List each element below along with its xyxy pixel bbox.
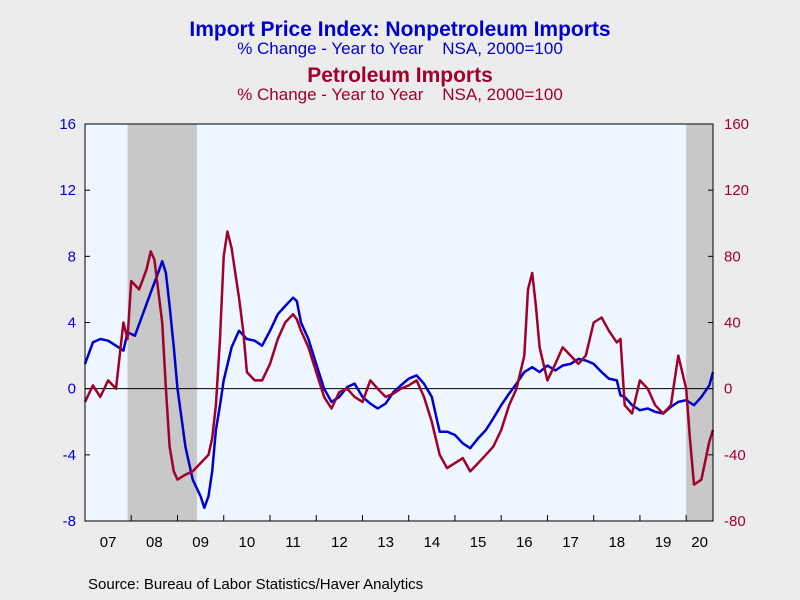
left-tick-label: 0 [68, 381, 76, 398]
plot-frame [84, 123, 714, 522]
left-tick-label: 12 [59, 182, 76, 199]
x-tick-label: 08 [146, 534, 163, 551]
x-tick-label: 15 [470, 534, 487, 551]
left-tick-label: 4 [68, 315, 76, 332]
x-tick-label: 10 [239, 534, 256, 551]
chart-subtitle-petroleum: % Change - Year to Year NSA, 2000=100 [237, 85, 563, 104]
right-tick-label: 160 [724, 116, 749, 133]
right-tick-label: 80 [724, 248, 741, 265]
left-tick-label: -4 [63, 447, 76, 464]
right-tick-label: -80 [724, 513, 746, 530]
x-tick-label: 09 [192, 534, 209, 551]
chart-title-petroleum: Petroleum Imports [307, 64, 493, 87]
x-tick-label: 18 [608, 534, 625, 551]
x-tick-label: 11 [285, 534, 301, 551]
x-tick-label: 17 [562, 534, 579, 551]
x-tick-label: 14 [423, 534, 440, 551]
x-tick-label: 19 [655, 534, 672, 551]
x-tick-label: 13 [377, 534, 394, 551]
right-tick-label: 120 [724, 182, 749, 199]
x-tick-label: 12 [331, 534, 348, 551]
left-tick-label: 8 [68, 248, 76, 265]
series-line-nonpetroleum [83, 260, 715, 510]
series-line-petroleum [83, 230, 715, 486]
source-note: Source: Bureau of Labor Statistics/Haver… [88, 576, 424, 593]
x-tick-label: 07 [100, 534, 117, 551]
x-tick-label: 16 [516, 534, 533, 551]
chart-subtitle-nonpetroleum: % Change - Year to Year NSA, 2000=100 [237, 39, 563, 58]
x-tick-label: 20 [691, 534, 708, 551]
right-tick-label: -40 [724, 447, 746, 464]
right-tick-label: 0 [724, 381, 732, 398]
left-tick-label: -8 [63, 513, 76, 530]
right-tick-label: 40 [724, 315, 741, 332]
left-tick-label: 16 [59, 116, 76, 133]
chart-title-nonpetroleum: Import Price Index: Nonpetroleum Imports [189, 18, 611, 41]
